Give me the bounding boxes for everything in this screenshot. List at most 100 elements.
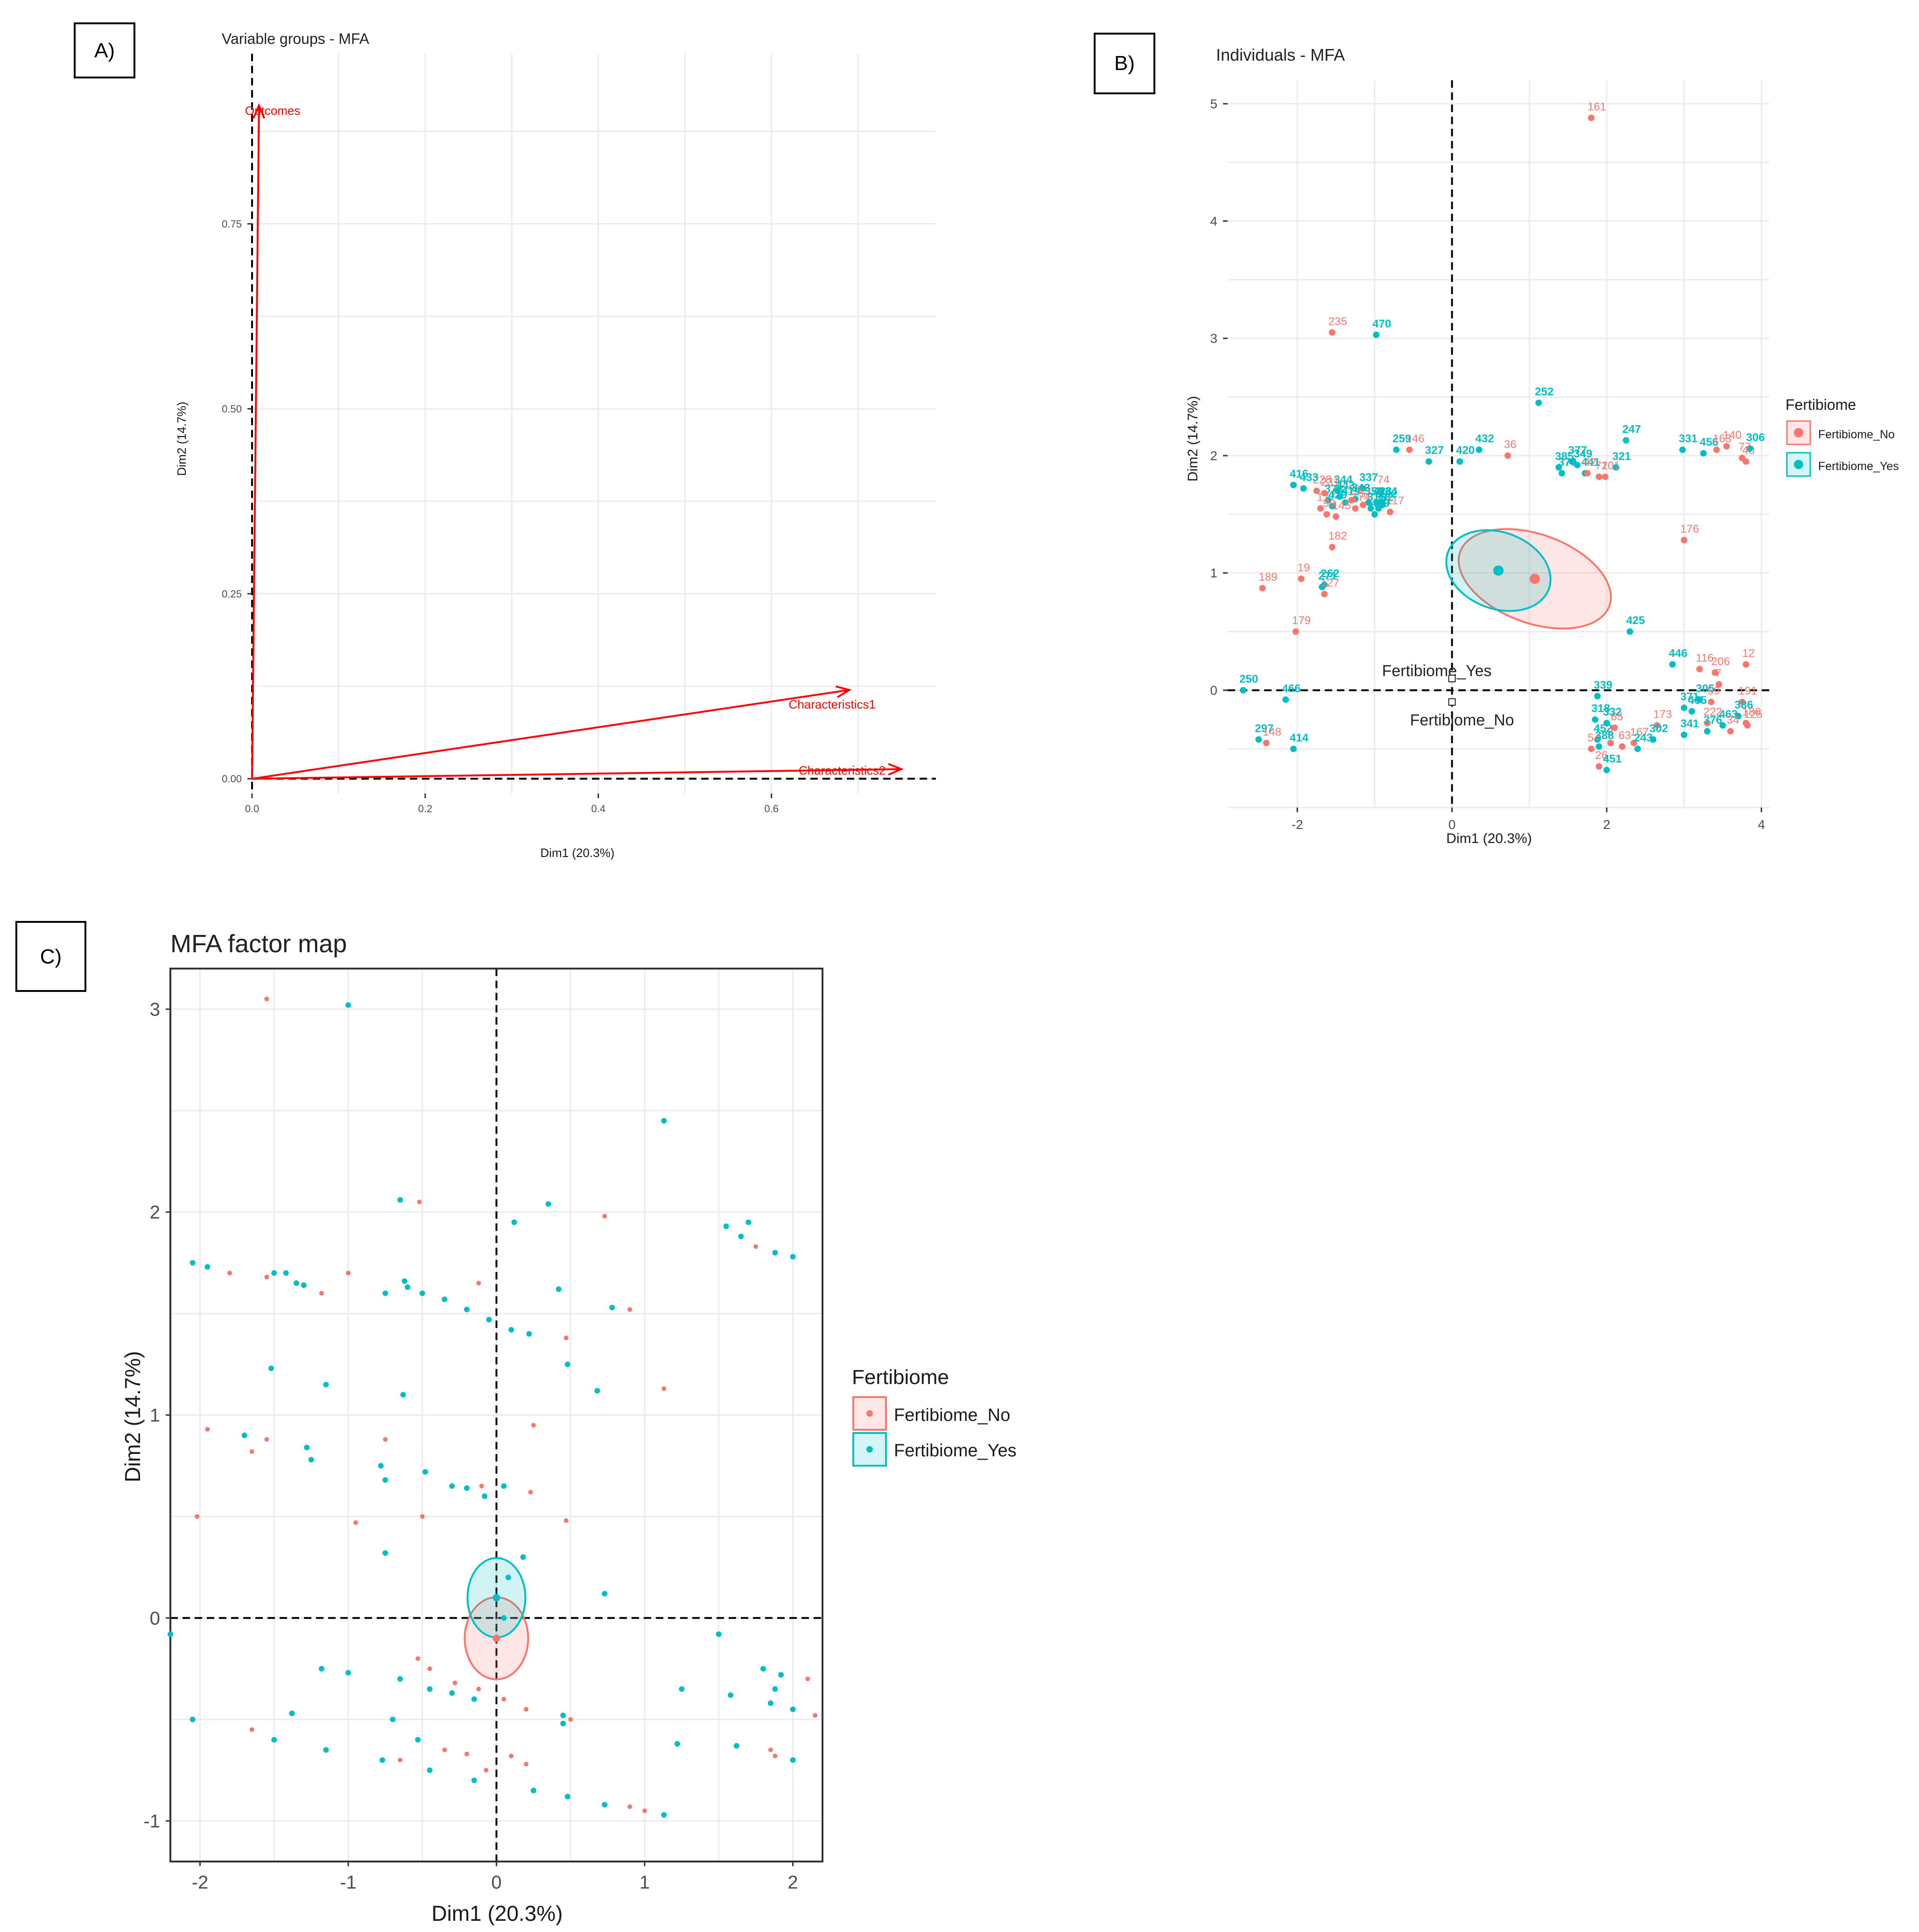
chart-c-title: MFA factor map — [170, 930, 347, 958]
point-297 — [1255, 736, 1262, 743]
chart-c-legend-title: Fertibiome — [852, 1366, 949, 1389]
point-465 — [1688, 708, 1695, 715]
chart-a-plot: 0.0 0.2 0.4 0.6 0.00 0.25 0.50 0.75 Outcomes Char… — [222, 54, 936, 815]
chart-c-xtick-label: 1 — [640, 1872, 650, 1893]
point-12 — [1743, 661, 1750, 668]
point-no — [249, 1727, 254, 1732]
point-label-191: 191 — [1738, 685, 1757, 697]
point-label-420: 420 — [1456, 444, 1475, 457]
point-yes — [564, 1361, 570, 1367]
point-182 — [1329, 544, 1336, 551]
point-no — [195, 1514, 200, 1519]
chart-a-xlabel: Dim1 (20.3%) — [541, 846, 615, 860]
point-466 — [1282, 696, 1289, 703]
point-247 — [1623, 437, 1630, 444]
point-label-451: 451 — [1603, 753, 1622, 766]
point-label-429: 429 — [1329, 489, 1347, 501]
point-yes — [301, 1282, 307, 1288]
chart-b-plot: -2 0 2 4012345Fertibiome_YesFertibiome_No16… — [1210, 80, 1769, 832]
point-36 — [1504, 452, 1511, 459]
point-yes — [442, 1296, 448, 1302]
point-378 — [1325, 497, 1332, 504]
point-7 — [1715, 681, 1722, 688]
point-451 — [1603, 766, 1610, 773]
point-377 — [1568, 458, 1575, 465]
chart-a-ylabel: Dim2 (14.7%) — [175, 402, 189, 476]
point-145 — [1333, 513, 1339, 520]
point-no — [805, 1676, 810, 1681]
chart-c-ytick-label: 3 — [150, 999, 160, 1020]
point-no — [476, 1686, 481, 1692]
point-label-386: 386 — [1735, 699, 1753, 711]
point-yes — [501, 1615, 507, 1621]
point-173 — [1653, 722, 1660, 729]
point-label-127: 127 — [1321, 577, 1339, 590]
point-yes — [427, 1686, 433, 1692]
point-yes — [772, 1250, 778, 1256]
panel-a: A) Variable groups - MFA 0.0 0.2 0.4 0.60.0… — [74, 22, 936, 860]
point-no — [602, 1214, 607, 1219]
point-label-318: 318 — [1591, 703, 1610, 715]
point-yes — [679, 1686, 685, 1692]
point-label-74: 74 — [1377, 474, 1390, 486]
chart-c-xtick-label: -1 — [340, 1872, 357, 1893]
point-463 — [1719, 722, 1726, 729]
point-label-59: 59 — [1708, 685, 1720, 697]
panel-c-label: C) — [40, 945, 62, 968]
point-yes — [283, 1270, 289, 1276]
point-306 — [1746, 445, 1753, 452]
point-3 — [1607, 739, 1614, 746]
point-label-222: 222 — [1703, 706, 1722, 718]
point-163 — [1713, 446, 1720, 453]
point-344 — [1334, 487, 1341, 494]
centroid-no — [1529, 573, 1540, 584]
point-label-443: 443 — [1336, 479, 1355, 492]
point-label-432: 432 — [1476, 433, 1494, 445]
chart-b-legend-dot-no — [1794, 428, 1803, 437]
point-125 — [1744, 722, 1751, 729]
centroid-yes — [1493, 565, 1504, 576]
point-label-186: 186 — [1742, 706, 1761, 718]
point-yes — [520, 1554, 526, 1560]
point-label-231: 231 — [1321, 476, 1339, 489]
point-label-63: 63 — [1618, 729, 1631, 742]
point-no — [509, 1753, 514, 1758]
chart-b-xlabel: Dim1 (20.3%) — [1446, 831, 1532, 846]
point-label-36: 36 — [1504, 438, 1517, 451]
point-26 — [1596, 763, 1603, 770]
chart-c-xtick-label: 0 — [491, 1872, 501, 1893]
point-99 — [1323, 511, 1330, 518]
point-label-235: 235 — [1329, 315, 1347, 328]
point-label-302: 302 — [1649, 722, 1668, 735]
point-label-54: 54 — [1588, 731, 1600, 744]
point-yes — [464, 1307, 470, 1313]
chart-b-ytick-label: 5 — [1210, 97, 1217, 111]
point-label-125: 125 — [1744, 708, 1763, 721]
point-252 — [1535, 400, 1542, 407]
chart-a-xtick-label: 0.6 — [764, 803, 779, 815]
point-54 — [1588, 745, 1595, 752]
point-label-206: 206 — [1711, 655, 1730, 668]
point-label-377: 377 — [1568, 444, 1587, 457]
category-marker-no — [1448, 698, 1456, 706]
point-no — [264, 1274, 269, 1279]
point-388 — [1596, 743, 1603, 750]
point-222 — [1704, 720, 1711, 727]
chart-a-ytick-label: 0.00 — [222, 773, 242, 785]
point-label-341: 341 — [1680, 717, 1699, 730]
point-label-414: 414 — [1290, 731, 1309, 744]
point-385 — [1555, 464, 1562, 471]
point-376 — [1704, 728, 1711, 735]
chart-c-legend: Fertibiome Fertibiome_No Fertibiome_Yes — [852, 1366, 1017, 1467]
point-206 — [1712, 669, 1718, 676]
point-yes — [486, 1317, 492, 1323]
panel-b-label: B) — [1114, 52, 1135, 75]
point-no — [563, 1335, 569, 1341]
point-446 — [1669, 661, 1676, 668]
point-yes — [405, 1284, 410, 1290]
point-10 — [1348, 497, 1355, 504]
point-label-446: 446 — [1669, 647, 1687, 660]
point-yes — [772, 1686, 778, 1692]
arrow-label-characteristics1: Characteristics1 — [789, 697, 876, 711]
point-label-65: 65 — [1611, 710, 1624, 723]
